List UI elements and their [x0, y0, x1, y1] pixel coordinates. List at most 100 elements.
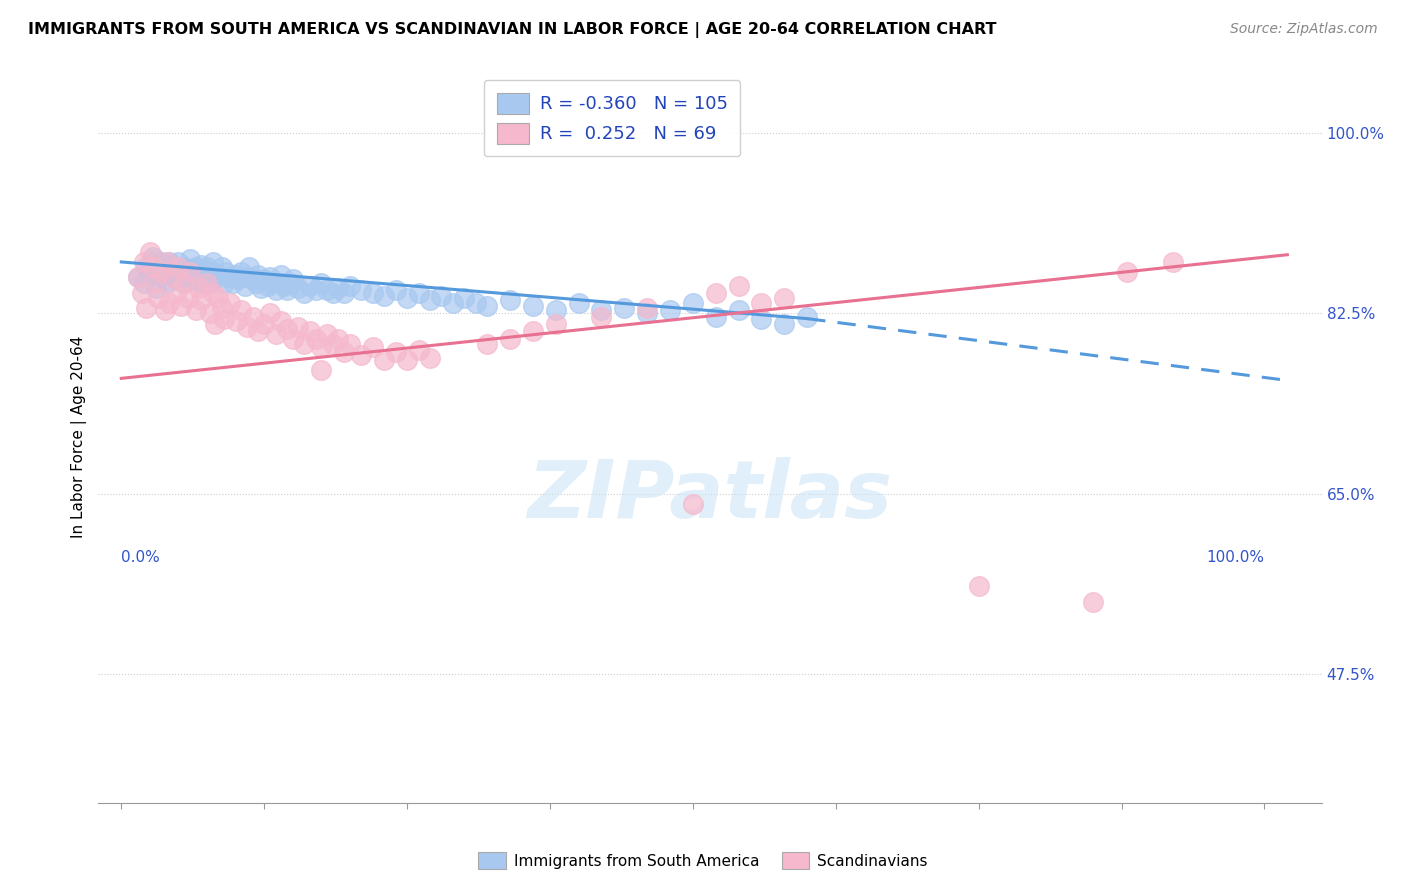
Point	[591, 310, 613, 324]
Point	[567, 296, 589, 310]
Point	[751, 311, 773, 326]
Point	[142, 260, 165, 274]
Point	[139, 244, 162, 259]
Point	[396, 291, 419, 305]
Point	[135, 301, 157, 316]
Point	[181, 270, 204, 285]
Point	[179, 252, 201, 266]
Point	[242, 272, 264, 286]
Y-axis label: In Labor Force | Age 20-64: In Labor Force | Age 20-64	[72, 336, 87, 538]
Point	[190, 293, 212, 307]
Point	[238, 260, 260, 274]
Point	[704, 285, 727, 300]
Point	[207, 268, 229, 283]
Point	[134, 255, 156, 269]
Point	[384, 283, 406, 297]
Point	[146, 291, 169, 305]
Point	[727, 303, 749, 318]
Point	[311, 363, 333, 377]
Point	[157, 255, 180, 269]
Point	[249, 281, 271, 295]
Point	[373, 352, 395, 367]
Point	[292, 285, 315, 300]
Point	[165, 272, 187, 286]
Point	[201, 285, 224, 300]
Point	[264, 327, 287, 342]
Point	[361, 285, 384, 300]
Point	[231, 265, 253, 279]
Point	[195, 270, 218, 285]
Point	[441, 296, 464, 310]
Point	[333, 344, 356, 359]
Point	[273, 278, 295, 293]
Point	[150, 265, 173, 279]
Point	[225, 313, 247, 327]
Point	[396, 352, 419, 367]
Point	[311, 276, 333, 290]
Point	[219, 270, 242, 285]
Point	[499, 332, 522, 346]
Point	[253, 317, 276, 331]
Point	[207, 291, 229, 305]
Point	[419, 351, 441, 365]
Point	[219, 296, 242, 310]
Point	[499, 293, 522, 307]
Point	[350, 283, 373, 297]
Point	[773, 291, 796, 305]
Point	[201, 255, 224, 269]
Point	[475, 337, 498, 351]
Point	[304, 332, 326, 346]
Point	[796, 310, 818, 324]
Point	[245, 276, 267, 290]
Point	[134, 276, 156, 290]
Point	[247, 324, 270, 338]
Point	[751, 296, 773, 310]
Point	[212, 276, 235, 290]
Point	[253, 272, 276, 286]
Point	[236, 270, 259, 285]
Point	[267, 276, 290, 290]
Point	[165, 285, 187, 300]
Point	[350, 348, 373, 362]
Point	[276, 283, 298, 297]
Point	[339, 337, 361, 351]
Point	[146, 260, 169, 274]
Point	[419, 293, 441, 307]
Point	[176, 265, 198, 279]
Point	[135, 260, 157, 274]
Point	[384, 344, 406, 359]
Point	[150, 255, 173, 269]
Point	[150, 270, 173, 285]
Point	[127, 270, 149, 285]
Point	[139, 265, 162, 279]
Legend: R = -0.360   N = 105, R =  0.252   N = 69: R = -0.360 N = 105, R = 0.252 N = 69	[484, 80, 741, 156]
Point	[215, 265, 238, 279]
Point	[212, 311, 235, 326]
Point	[141, 255, 163, 269]
Point	[222, 276, 245, 290]
Point	[682, 296, 704, 310]
Point	[145, 276, 167, 290]
Point	[333, 285, 356, 300]
Point	[195, 260, 218, 274]
Point	[704, 310, 727, 324]
Point	[280, 276, 302, 290]
Point	[167, 255, 190, 269]
Point	[259, 270, 281, 285]
Point	[233, 278, 256, 293]
Point	[157, 296, 180, 310]
Point	[287, 281, 309, 295]
Point	[453, 291, 475, 305]
Point	[190, 276, 212, 290]
Point	[636, 301, 658, 316]
Point	[322, 285, 344, 300]
Point	[316, 283, 339, 297]
Point	[281, 332, 304, 346]
Point	[522, 299, 544, 313]
Text: IMMIGRANTS FROM SOUTH AMERICA VS SCANDINAVIAN IN LABOR FORCE | AGE 20-64 CORRELA: IMMIGRANTS FROM SOUTH AMERICA VS SCANDIN…	[28, 22, 997, 38]
Point	[475, 299, 498, 313]
Point	[176, 291, 198, 305]
Text: 100.0%: 100.0%	[1206, 550, 1264, 566]
Point	[328, 332, 350, 346]
Point	[201, 265, 224, 279]
